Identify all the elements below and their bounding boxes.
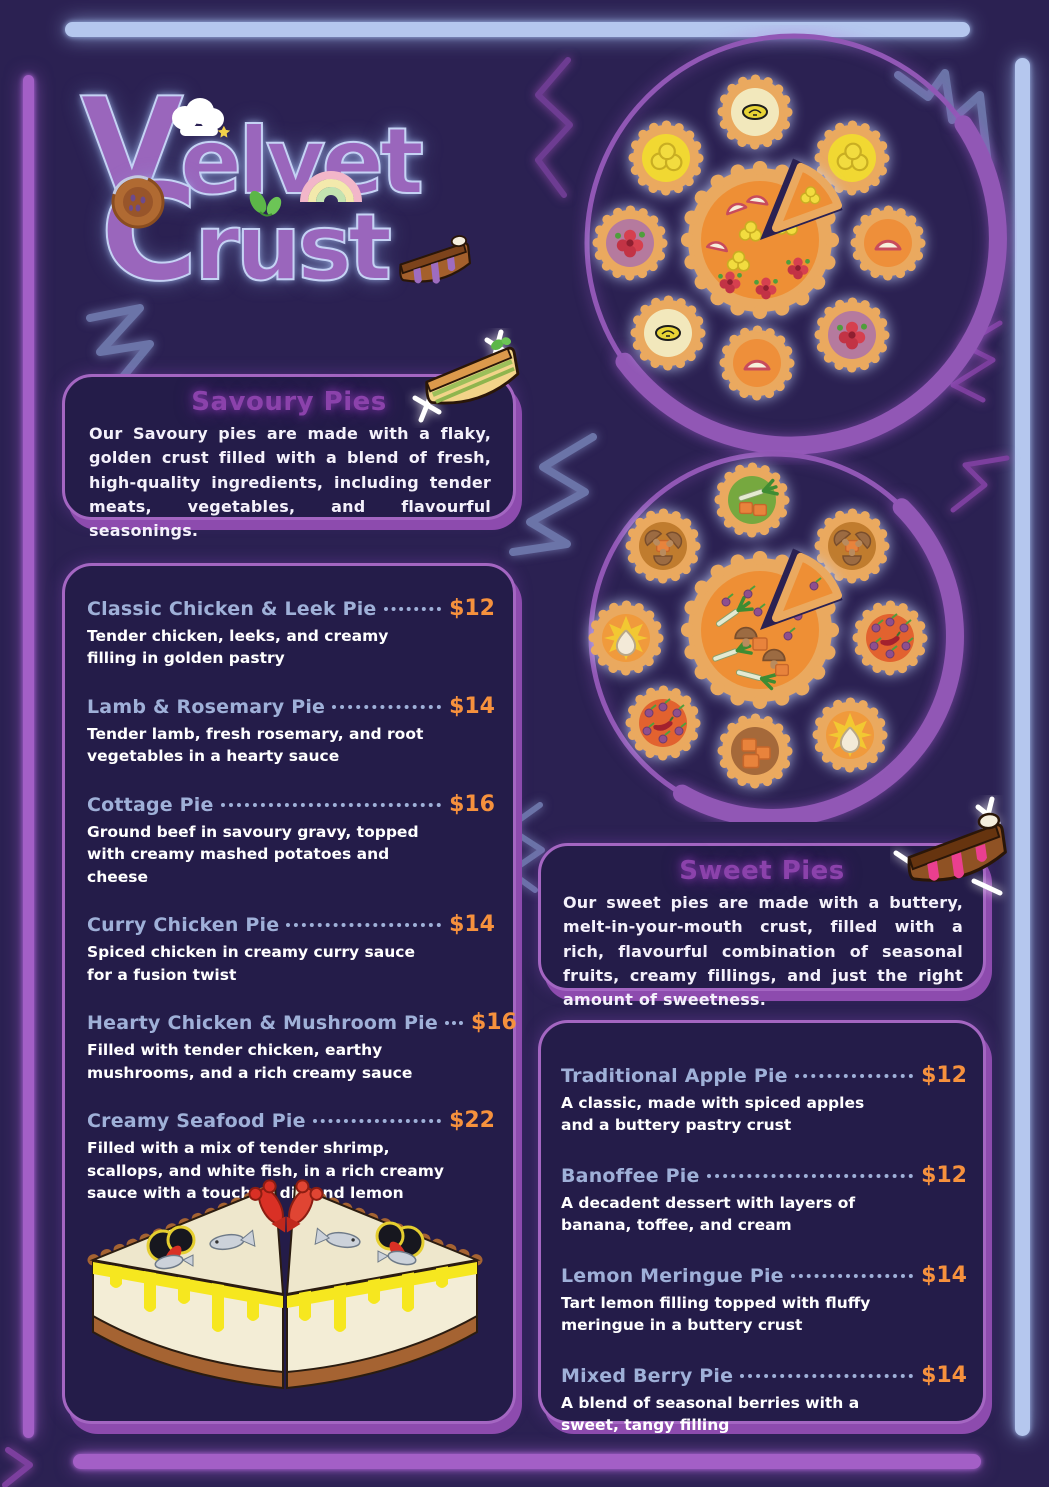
savoury-menu-panel: Classic Chicken & Leek Pie $12 Tender ch…: [62, 563, 517, 1424]
item-description: Filled with a mix of tender shrimp, scal…: [87, 1139, 444, 1203]
item-price: $12: [449, 596, 495, 621]
item-price: $16: [449, 791, 495, 817]
item-name: Traditional Apple Pie: [561, 1065, 788, 1087]
zigzag-decoration: [950, 455, 1010, 513]
menu-item: Lamb & Rosemary Pie $14 Tender lamb, fre…: [87, 694, 495, 768]
item-price: $22: [449, 1108, 495, 1134]
savoury-description: Our Savoury pies are made with a flaky, …: [89, 424, 491, 541]
left-neon-bar: [23, 75, 34, 1438]
menu-item: Banoffee Pie $12 A decadent dessert with…: [561, 1163, 967, 1237]
zigzag-decoration: [509, 433, 597, 556]
item-dots: [383, 607, 442, 611]
item-dots: [740, 1373, 914, 1378]
top-neon-bar: [65, 22, 970, 37]
right-neon-bar: [1015, 58, 1030, 1436]
item-description: A decadent dessert with layers of banana…: [561, 1193, 856, 1235]
item-dots: [790, 1273, 914, 1278]
item-dots: [444, 1021, 463, 1026]
menu-item: Classic Chicken & Leek Pie $12 Tender ch…: [87, 596, 495, 670]
item-price: $14: [449, 912, 495, 938]
item-name: Classic Chicken & Leek Pie: [87, 598, 377, 620]
item-description: Spiced chicken in creamy curry sauce for…: [87, 943, 415, 984]
item-name: Hearty Chicken & Mushroom Pie: [87, 1012, 438, 1035]
menu-item: Hearty Chicken & Mushroom Pie $16 Filled…: [87, 1010, 517, 1084]
item-dots: [794, 1074, 914, 1078]
item-dots: [706, 1173, 914, 1178]
item-description: Filled with tender chicken, earthy mushr…: [87, 1041, 413, 1082]
item-description: A blend of seasonal berries with a sweet…: [561, 1393, 860, 1435]
item-name: Cottage Pie: [87, 793, 214, 816]
menu-item: Curry Chicken Pie $14 Spiced chicken in …: [87, 912, 495, 986]
brand-line-2: Crust: [99, 155, 393, 311]
zigzag-decoration: [535, 57, 573, 198]
item-dots: [332, 704, 442, 709]
item-price: $12: [921, 1063, 967, 1088]
item-price: $16: [470, 1010, 517, 1036]
menu-item: Lemon Meringue Pie $14 Tart lemon fillin…: [561, 1263, 967, 1337]
item-price: $14: [921, 1362, 967, 1388]
sweet-description: Our sweet pies are made with a buttery, …: [563, 893, 963, 1010]
item-price: $14: [921, 1262, 967, 1288]
menu-item: Mixed Berry Pie $14 A blend of seasonal …: [561, 1363, 967, 1437]
item-name: Lemon Meringue Pie: [561, 1264, 784, 1287]
savoury-tarts-illustration: [588, 451, 964, 822]
item-name: Mixed Berry Pie: [561, 1364, 734, 1387]
cake-slice-icon: [412, 329, 520, 423]
zigzag-decoration: [2, 1447, 33, 1487]
pie-slice-icon: [399, 235, 472, 284]
item-description: Ground beef in savoury gravy, topped wit…: [87, 822, 419, 886]
item-description: Tender lamb, fresh rosemary, and root ve…: [87, 724, 424, 766]
item-price: $12: [921, 1162, 967, 1188]
zigzag-decoration: [86, 304, 154, 399]
menu-item: Traditional Apple Pie $12 A classic, mad…: [561, 1063, 967, 1137]
chocolate-slice-icon: [893, 796, 1007, 896]
menu-item: Cottage Pie $16 Ground beef in savoury g…: [87, 792, 495, 888]
bottom-neon-bar: [73, 1454, 981, 1469]
seafood-pie-illustration: [87, 1179, 483, 1390]
item-description: Tender chicken, leeks, and creamy fillin…: [87, 627, 389, 668]
savoury-title: Savoury Pies: [191, 387, 387, 417]
sweet-title: Sweet Pies: [679, 856, 845, 886]
sweet-tarts-illustration: [584, 33, 1007, 455]
item-description: Tart lemon filling topped with fluffy me…: [561, 1293, 871, 1335]
zigzag-decoration: [894, 69, 992, 169]
item-price: $14: [449, 693, 495, 719]
item-name: Curry Chicken Pie: [87, 914, 280, 937]
item-dots: [220, 802, 442, 807]
item-name: Lamb & Rosemary Pie: [87, 695, 326, 718]
item-name: Creamy Seafood Pie: [87, 1110, 306, 1133]
item-description: A classic, made with spiced apples and a…: [561, 1094, 865, 1135]
zigzag-decoration: [505, 802, 545, 893]
item-dots: [312, 1119, 442, 1124]
menu-item: Creamy Seafood Pie $22 Filled with a mix…: [87, 1108, 495, 1204]
item-name: Banoffee Pie: [561, 1164, 700, 1187]
sweet-menu-panel: Traditional Apple Pie $12 A classic, mad…: [538, 1020, 986, 1434]
item-dots: [286, 923, 442, 928]
